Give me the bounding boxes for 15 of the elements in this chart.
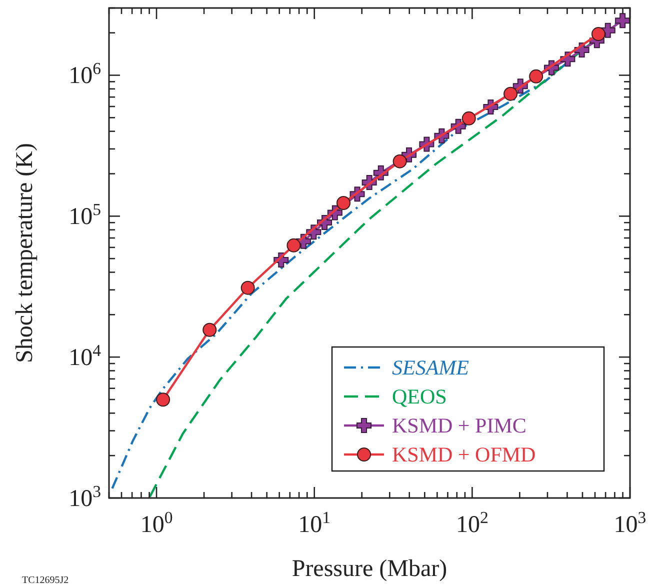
x-tick-label: 10$^{2}$	[456, 508, 488, 538]
y-tick-label: 10$^{4}$	[68, 340, 102, 372]
legend-label: KSMD + OFMD	[392, 442, 536, 466]
x-tick-label: 10$^{0}$	[140, 508, 173, 538]
x-tick-label: 10$^{1}$	[298, 508, 331, 538]
legend-label: QEOS	[392, 384, 447, 408]
text: TC12695J2	[22, 575, 69, 585]
y-tick-label: 10$^{3}$	[68, 482, 101, 512]
x-tick-label: 10$^{3}$	[614, 508, 646, 538]
y-tick-label: 10$^{5}$	[68, 200, 101, 230]
y-tick-label: 10$^{6}$	[68, 58, 101, 90]
x-axis-title: Pressure (Mbar)	[292, 556, 448, 582]
legend-label: KSMD + PIMC	[392, 414, 526, 438]
legend-label: SESAME	[392, 356, 470, 380]
y-axis-title: Shock temperature (K)	[12, 143, 38, 363]
